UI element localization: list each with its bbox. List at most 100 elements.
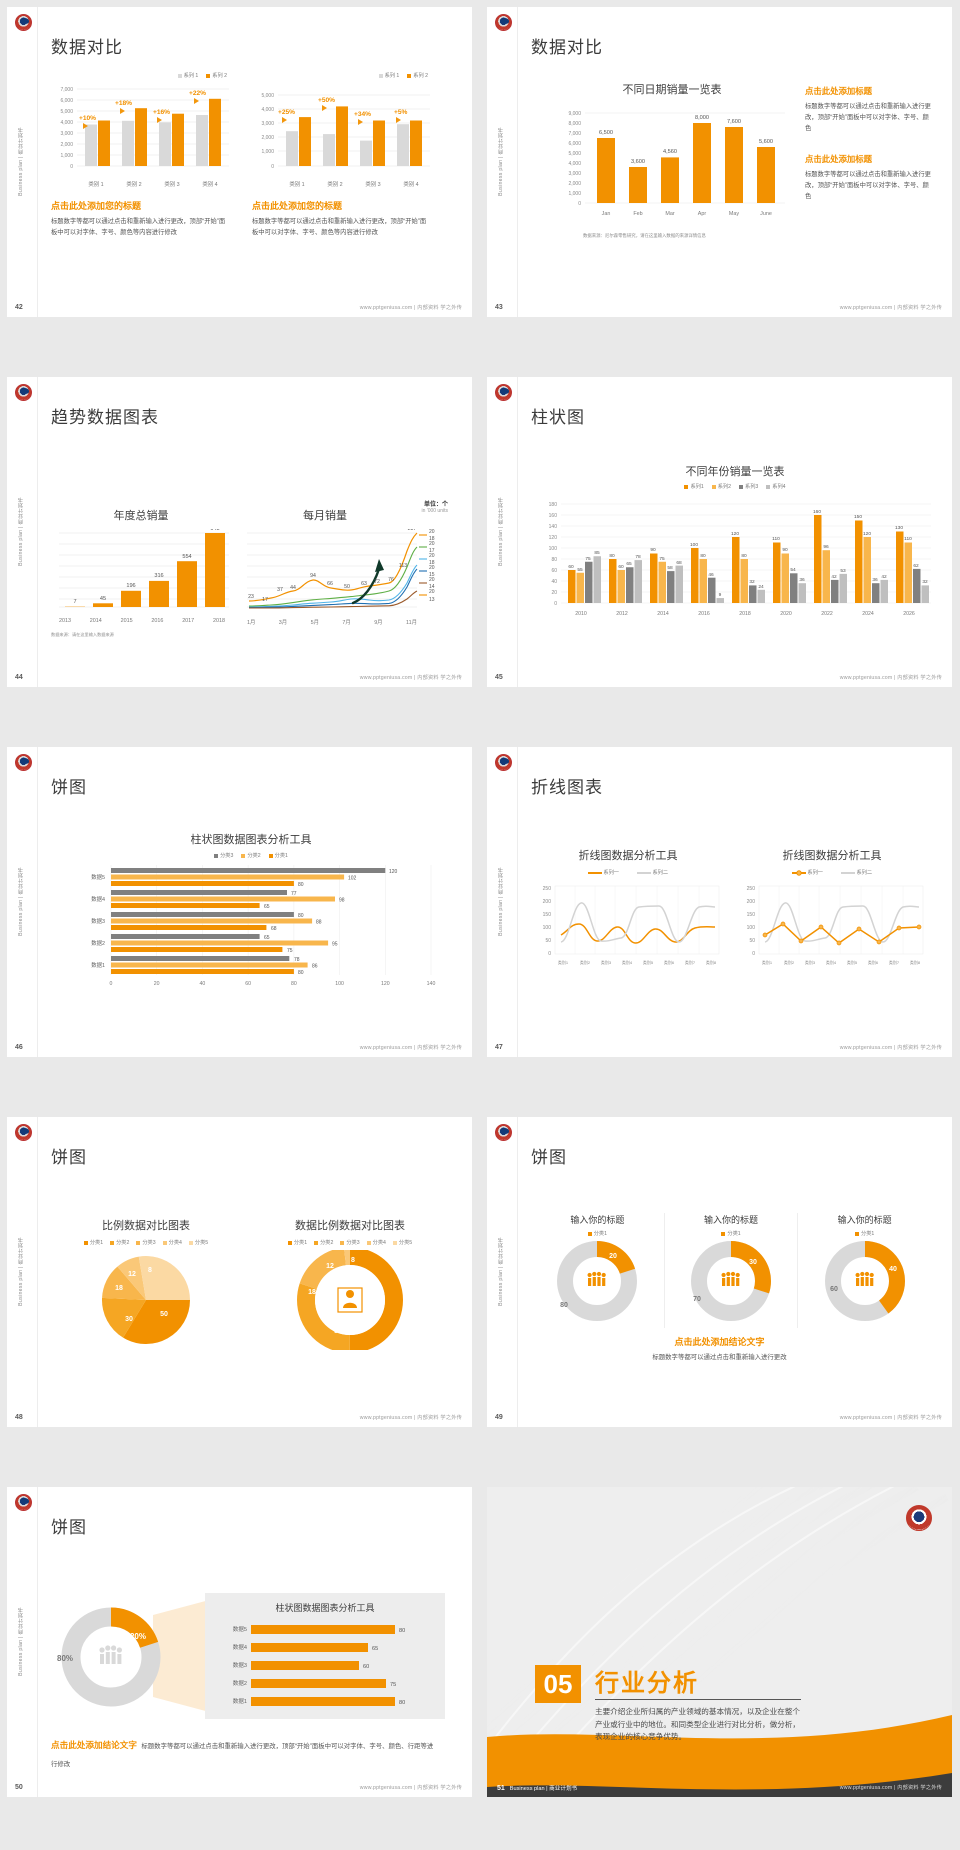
page-number: 49 — [495, 1414, 503, 1421]
page-title: 饼图 — [51, 1518, 87, 1537]
legend-label: 分类3 — [346, 1240, 360, 1246]
sidebar-vertical-text: Business plan | 商业计划书 — [18, 497, 24, 566]
svg-text:2026: 2026 — [903, 611, 915, 617]
svg-text:9: 9 — [719, 592, 722, 598]
svg-text:37: 37 — [277, 587, 283, 593]
svg-text:类别8: 类别8 — [706, 959, 717, 965]
svg-text:140: 140 — [549, 524, 558, 530]
person-icon — [337, 1287, 363, 1313]
svg-text:8: 8 — [148, 1267, 152, 1274]
svg-text:316: 316 — [154, 573, 163, 579]
svg-text:80: 80 — [298, 913, 304, 919]
donut-rest-label: 80 — [560, 1302, 568, 1309]
line-chart-2: 250 200 150 100 50 0 — [747, 885, 924, 965]
category-label: 类别 1 — [289, 182, 305, 188]
svg-text:类别4: 类别4 — [826, 959, 837, 965]
brand-logo-icon — [15, 384, 32, 401]
slide-48: Business plan | 商业计划书 饼图 比例数据对比图表 分类1 分类… — [0, 1110, 480, 1480]
svg-text:14: 14 — [429, 584, 435, 590]
category-label: 7月 — [342, 620, 351, 626]
svg-text:3,000: 3,000 — [60, 131, 73, 137]
sidebar-vertical-text: Business plan | 商业计划书 — [498, 127, 504, 196]
category-label: 2015 — [120, 618, 133, 624]
divider — [517, 7, 518, 317]
category-label: 9月 — [374, 620, 383, 626]
chart-title: 折线图数据分析工具 — [782, 850, 882, 862]
unit-label-cn: 单位：个 — [423, 502, 448, 508]
horizontal-bar-chart: 120 102 80 77 98 65 80 88 68 65 95 75 78 86 80 数据5… — [91, 865, 435, 987]
svg-text:46: 46 — [708, 572, 714, 578]
category-label: 2014 — [89, 618, 102, 624]
svg-text:5,600: 5,600 — [759, 139, 773, 145]
donut-right-label: 20% — [130, 1632, 146, 1641]
footer-text: www.pptgeniusa.com | 内部资料 学之外传 — [359, 675, 462, 681]
svg-text:75: 75 — [287, 948, 293, 954]
sidebar-vertical-text: Business plan | 商业计划书 — [18, 1237, 24, 1306]
svg-text:7,600: 7,600 — [727, 119, 741, 125]
block-heading: 点击此处添加标题 — [805, 154, 872, 164]
legend-label: 分类2 — [116, 1240, 130, 1246]
page-title: 柱状图 — [531, 408, 585, 427]
panel-bar-chart: 数据5 数据4 数据3 数据2 数据1 80 65 60 75 80 — [233, 1625, 405, 1706]
slide-44: Business plan | 商业计划书 趋势数据图表 单位：个 in '00… — [0, 370, 480, 740]
chart-legend: 分类3 分类2 分类1 — [51, 852, 451, 859]
svg-text:100: 100 — [543, 925, 552, 931]
svg-text:类别5: 类别5 — [847, 959, 858, 965]
svg-text:40: 40 — [551, 579, 557, 585]
slide-card: Business plan | 商业计划书 柱状图 不同年份销量一览表 系列1 … — [487, 377, 952, 687]
svg-text:160: 160 — [549, 513, 558, 519]
category-label: 类别 3 — [164, 182, 180, 188]
svg-text:80: 80 — [399, 1628, 405, 1634]
svg-text:113: 113 — [399, 563, 407, 569]
slide-card: Business plan | 商业计划书 饼图 输入你的标题 分类1 — [487, 1117, 952, 1427]
footer-text: www.pptgeniusa.com | 内部资料 学之外传 — [359, 1045, 462, 1051]
svg-text:4,000: 4,000 — [568, 161, 581, 167]
svg-text:80: 80 — [291, 981, 297, 987]
svg-text:200: 200 — [543, 899, 552, 905]
block-body: 标题数字等都可以通过点击和重新输入进行更改，顶部“开始”面板中可以对字体、字号、… — [805, 171, 931, 201]
slide-card: Business plan | 商业计划书 数据对比 不同日期销量一览表 9,0… — [487, 7, 952, 317]
svg-text:5,000: 5,000 — [568, 151, 581, 157]
svg-text:250: 250 — [747, 886, 756, 892]
page-number: 43 — [495, 304, 503, 311]
footer-text: www.pptgeniusa.com | 内部资料 学之外传 — [839, 1785, 942, 1791]
svg-text:June: June — [760, 211, 772, 217]
section-number: 05 — [535, 1665, 581, 1703]
svg-text:120: 120 — [389, 869, 398, 875]
legend-label: 分类1 — [89, 1240, 104, 1246]
chart-legend: 分类1 分类2 分类3 分类4 分类5 — [51, 1239, 241, 1246]
slide-card: Business plan | 商业计划书 饼图 比例数据对比图表 分类1 分类… — [7, 1117, 472, 1427]
svg-text:2016: 2016 — [698, 611, 710, 617]
category-label: 类别 3 — [365, 182, 381, 188]
legend-label: 分类2 — [320, 1240, 334, 1246]
sidebar-vertical-text: Business plan | 商业计划书 — [18, 1607, 24, 1676]
brand-logo-icon — [15, 754, 32, 771]
chart-title: 柱状图数据图表分析工具 — [190, 834, 312, 846]
svg-text:2012: 2012 — [616, 611, 628, 617]
cover-footer-label: Business plan | 商业计划书 — [509, 1786, 578, 1792]
donut-title: 输入你的标题 — [704, 1215, 759, 1225]
legend-label: 分类1 — [861, 1231, 875, 1237]
svg-text:130: 130 — [895, 525, 903, 531]
svg-text:2020: 2020 — [780, 611, 792, 617]
svg-text:60: 60 — [551, 568, 557, 574]
svg-text:0: 0 — [110, 981, 113, 987]
panel-title: 柱状图数据图表分析工具 — [275, 1603, 375, 1613]
svg-text:77: 77 — [291, 891, 297, 897]
block-heading: 点击此处添加您的标题 — [252, 201, 343, 211]
svg-text:120: 120 — [549, 535, 558, 541]
block-heading: 点击此处添加标题 — [805, 86, 872, 96]
svg-text:30: 30 — [334, 1328, 342, 1335]
svg-text:98: 98 — [339, 898, 345, 904]
svg-text:0: 0 — [548, 951, 551, 957]
svg-text:150: 150 — [747, 912, 756, 918]
svg-text:数据4: 数据4 — [233, 1643, 247, 1651]
svg-text:Feb: Feb — [633, 211, 642, 217]
svg-text:23: 23 — [248, 594, 254, 600]
svg-text:0: 0 — [752, 951, 755, 957]
conclusion-heading: 点击此处添加结论文字 — [51, 1740, 137, 1750]
svg-text:8: 8 — [351, 1257, 355, 1264]
svg-text:68: 68 — [271, 926, 277, 932]
legend-label: 系列二 — [652, 870, 669, 876]
annual-sales-bar-chart: 7 45 196 316 554 943 — [59, 526, 229, 608]
